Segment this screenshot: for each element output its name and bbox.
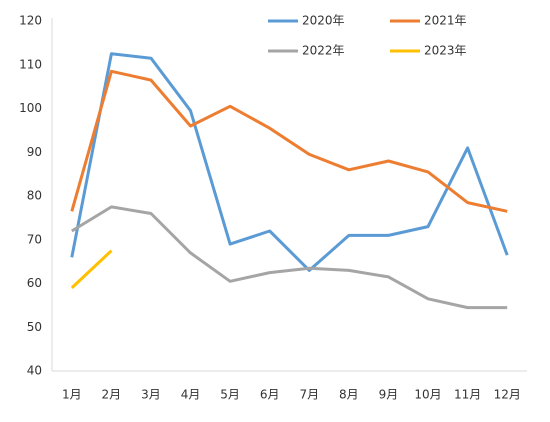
x-tick-label: 12月 (494, 388, 521, 402)
y-tick-label: 120 (19, 14, 42, 28)
x-tick-label: 2月 (102, 388, 122, 402)
series-line (70, 52, 509, 272)
y-tick-label: 110 (19, 57, 42, 71)
legend-label: 2022年 (302, 44, 345, 58)
legend-label: 2023年 (424, 44, 467, 58)
y-tick-label: 100 (19, 101, 42, 115)
x-tick-label: 5月 (220, 388, 240, 402)
y-tick-label: 80 (27, 189, 42, 203)
x-tick-label: 8月 (339, 388, 359, 402)
x-tick-label: 6月 (260, 388, 280, 402)
y-tick-label: 40 (27, 364, 42, 378)
series-line (70, 69, 508, 213)
series-line (70, 249, 113, 289)
x-tick-label: 3月 (141, 388, 161, 402)
legend-label: 2021年 (424, 14, 467, 28)
legend-label: 2020年 (302, 14, 345, 28)
series-line (71, 205, 508, 310)
x-tick-label: 10月 (414, 388, 441, 402)
x-tick-label: 9月 (379, 388, 399, 402)
x-tick-label: 11月 (454, 388, 481, 402)
x-tick-label: 1月 (62, 388, 82, 402)
y-tick-label: 70 (27, 232, 42, 246)
x-tick-label: 7月 (299, 388, 319, 402)
y-tick-label: 60 (27, 276, 42, 290)
y-tick-label: 50 (27, 320, 42, 334)
x-tick-label: 4月 (181, 388, 201, 402)
y-tick-label: 90 (27, 145, 42, 159)
